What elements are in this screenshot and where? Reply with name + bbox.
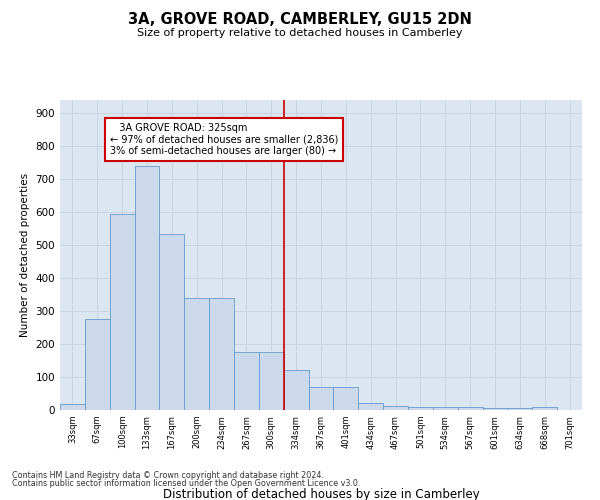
Bar	[408, 406, 433, 410]
Bar	[110, 214, 134, 410]
Text: Contains public sector information licensed under the Open Government Licence v3: Contains public sector information licen…	[12, 478, 361, 488]
Bar	[458, 408, 482, 410]
Text: 3A, GROVE ROAD, CAMBERLEY, GU15 2DN: 3A, GROVE ROAD, CAMBERLEY, GU15 2DN	[128, 12, 472, 28]
Bar	[209, 298, 234, 410]
Bar	[433, 408, 458, 410]
Bar	[334, 387, 358, 410]
Bar	[284, 370, 308, 410]
Bar	[60, 404, 85, 410]
Text: Size of property relative to detached houses in Camberley: Size of property relative to detached ho…	[137, 28, 463, 38]
Bar	[482, 408, 508, 410]
X-axis label: Distribution of detached houses by size in Camberley: Distribution of detached houses by size …	[163, 488, 479, 500]
Text: 3A GROVE ROAD: 325sqm
← 97% of detached houses are smaller (2,836)
3% of semi-de: 3A GROVE ROAD: 325sqm ← 97% of detached …	[110, 123, 338, 156]
Bar	[259, 352, 284, 410]
Bar	[234, 352, 259, 410]
Bar	[508, 408, 532, 410]
Bar	[184, 298, 209, 410]
Bar	[85, 320, 110, 410]
Bar	[532, 408, 557, 410]
Bar	[383, 406, 408, 410]
Bar	[358, 402, 383, 410]
Bar	[308, 387, 334, 410]
Text: Contains HM Land Registry data © Crown copyright and database right 2024.: Contains HM Land Registry data © Crown c…	[12, 471, 324, 480]
Y-axis label: Number of detached properties: Number of detached properties	[20, 173, 30, 337]
Bar	[160, 234, 184, 410]
Bar	[134, 166, 160, 410]
